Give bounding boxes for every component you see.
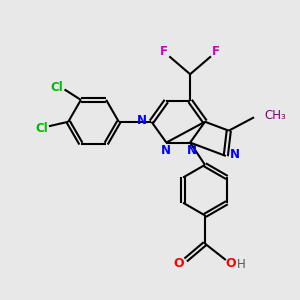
Text: O: O: [226, 257, 236, 270]
Text: N: N: [187, 144, 196, 158]
Text: N: N: [230, 148, 240, 161]
Text: CH₃: CH₃: [264, 109, 286, 122]
Text: Cl: Cl: [51, 81, 64, 94]
Text: O: O: [174, 257, 184, 270]
Text: N: N: [161, 144, 171, 158]
Text: N: N: [137, 114, 147, 127]
Text: F: F: [212, 44, 220, 58]
Text: H: H: [237, 258, 246, 271]
Text: Cl: Cl: [35, 122, 48, 135]
Text: F: F: [160, 44, 168, 58]
